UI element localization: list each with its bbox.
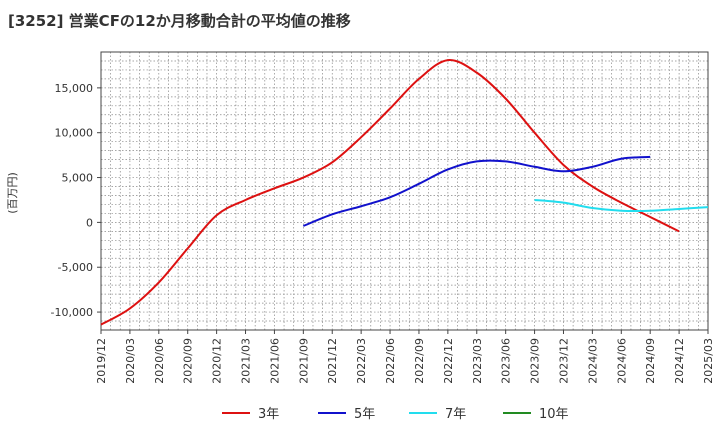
- x-tick-label: 2020/03: [124, 338, 137, 384]
- x-tick-label: 2020/12: [211, 338, 224, 384]
- x-tick-label: 2019/12: [95, 338, 108, 384]
- x-tick-label: 2022/12: [442, 338, 455, 384]
- x-tick-label: 2021/03: [240, 338, 253, 384]
- x-axis-ticks: 2019/12 2020/03 2020/06 2020/09 2020/12 2021/…: [95, 330, 715, 384]
- series-line-1: [100, 59, 680, 326]
- legend-label-1: 3年: [258, 407, 279, 422]
- x-tick-label: 2021/06: [268, 338, 281, 384]
- legend-label-4: 10年: [539, 407, 569, 422]
- grid-lines: [100, 52, 709, 331]
- x-tick-label: 2022/06: [384, 338, 397, 384]
- plot-area: [100, 51, 709, 331]
- x-tick-label: 2022/09: [413, 338, 426, 384]
- x-tick-label: 2024/09: [644, 338, 657, 384]
- legend-label-3: 7年: [445, 407, 466, 422]
- x-tick-label: 2022/03: [355, 338, 368, 384]
- y-tick-label: 5,000: [62, 172, 94, 185]
- series-lines: [100, 59, 709, 326]
- y-tick-label: -10,000: [51, 306, 93, 319]
- x-tick-label: 2023/06: [500, 338, 513, 384]
- legend-label-2: 5年: [354, 407, 375, 422]
- y-axis-ticks: 15,000 10,000 5,000 0 -5,000 -10,000: [51, 82, 101, 319]
- x-tick-label: 2020/06: [153, 338, 166, 384]
- chart-title: [3252] 営業CFの12か月移動合計の平均値の推移: [8, 12, 351, 30]
- legend: 3年 5年 7年 10年: [222, 407, 569, 422]
- y-tick-label: -5,000: [58, 261, 93, 274]
- y-axis-label: (百万円): [6, 172, 19, 214]
- x-tick-label: 2021/12: [326, 338, 339, 384]
- x-tick-label: 2020/09: [182, 338, 195, 384]
- x-tick-label: 2023/12: [557, 338, 570, 384]
- x-tick-label: 2024/12: [673, 338, 686, 384]
- series-line-3: [534, 198, 709, 213]
- x-tick-label: 2021/09: [297, 338, 310, 384]
- y-tick-label: 0: [86, 216, 93, 229]
- x-tick-label: 2023/09: [529, 338, 542, 384]
- x-tick-label: 2024/03: [586, 338, 599, 384]
- y-tick-label: 15,000: [55, 82, 94, 95]
- y-tick-label: 10,000: [55, 127, 94, 140]
- series-line-2: [302, 155, 651, 227]
- x-tick-label: 2025/03: [702, 338, 715, 384]
- x-tick-label: 2024/06: [615, 338, 628, 384]
- x-tick-label: 2023/03: [471, 338, 484, 384]
